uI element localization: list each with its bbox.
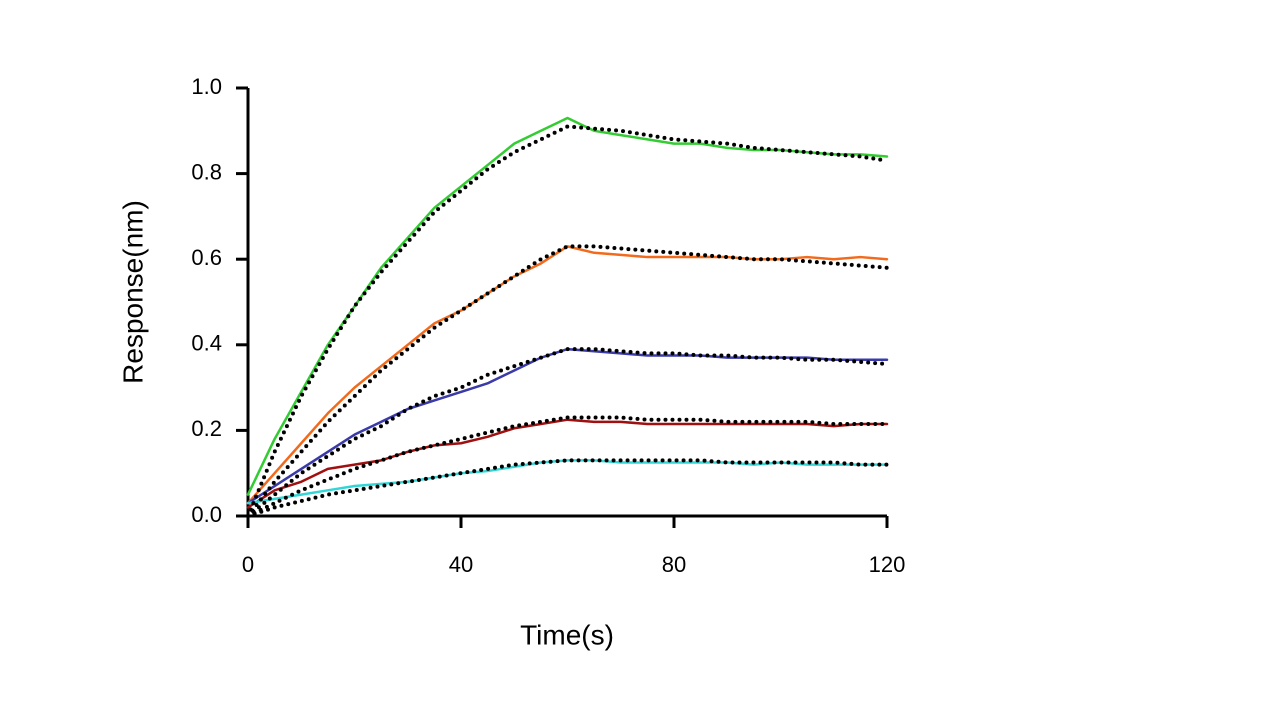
data-line bbox=[246, 116, 889, 496]
y-tick-label: 0.0 bbox=[191, 502, 222, 527]
y-tick-label: 0.4 bbox=[191, 331, 222, 356]
fit-line bbox=[246, 347, 889, 518]
x-tick-label: 0 bbox=[242, 552, 254, 577]
data-line bbox=[246, 418, 889, 509]
y-tick-label: 0.8 bbox=[191, 159, 222, 184]
x-axis-title: Time(s) bbox=[520, 619, 614, 650]
fit-line bbox=[246, 124, 889, 518]
fit-line bbox=[246, 415, 889, 518]
y-tick-label: 0.2 bbox=[191, 416, 222, 441]
x-tick-label: 40 bbox=[449, 552, 473, 577]
x-tick-label: 80 bbox=[662, 552, 686, 577]
fit-line bbox=[246, 458, 889, 518]
y-axis-title: Response(nm) bbox=[117, 200, 148, 384]
y-tick-label: 1.0 bbox=[191, 74, 222, 99]
data-line bbox=[246, 245, 889, 505]
x-tick-label: 120 bbox=[869, 552, 906, 577]
fit-line bbox=[246, 244, 889, 518]
y-tick-label: 0.6 bbox=[191, 245, 222, 270]
data-line bbox=[246, 347, 889, 505]
